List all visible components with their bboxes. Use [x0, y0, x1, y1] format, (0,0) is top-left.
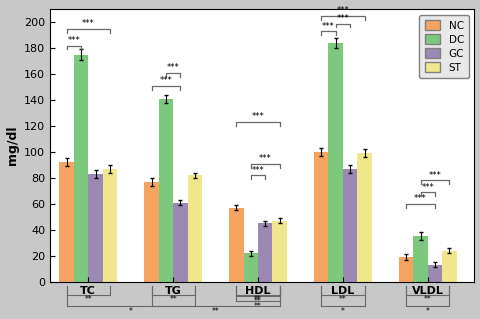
Bar: [229, 208, 243, 282]
Bar: [60, 162, 74, 282]
Text: ***: ***: [336, 14, 349, 23]
Bar: [399, 257, 413, 282]
Text: **: **: [84, 295, 92, 304]
Y-axis label: mg/dl: mg/dl: [6, 126, 19, 165]
Bar: [188, 175, 202, 282]
Text: *: *: [129, 307, 132, 316]
Text: ***: ***: [68, 36, 80, 45]
Bar: [173, 203, 188, 282]
Text: ***: ***: [414, 194, 427, 203]
Text: **: **: [339, 295, 347, 304]
Text: **: **: [254, 302, 262, 311]
Text: **: **: [169, 295, 177, 304]
Text: ***: ***: [252, 166, 264, 174]
Text: **: **: [212, 307, 219, 316]
Bar: [442, 250, 456, 282]
Bar: [328, 43, 343, 282]
Text: **: **: [254, 297, 262, 306]
Text: ***: ***: [82, 19, 95, 28]
Legend: NC, DC, GC, ST: NC, DC, GC, ST: [420, 14, 469, 78]
Text: ***: ***: [259, 154, 272, 163]
Bar: [428, 265, 442, 282]
Text: *: *: [426, 307, 430, 316]
Bar: [357, 153, 372, 282]
Bar: [88, 174, 103, 282]
Bar: [258, 223, 273, 282]
Bar: [74, 55, 88, 282]
Bar: [273, 221, 287, 282]
Text: *: *: [341, 307, 345, 316]
Text: ***: ***: [336, 6, 349, 15]
Text: ***: ***: [159, 76, 172, 85]
Bar: [159, 99, 173, 282]
Bar: [103, 169, 117, 282]
Text: ***: ***: [252, 113, 264, 122]
Text: ***: ***: [322, 22, 335, 31]
Text: **: **: [254, 295, 262, 304]
Text: ***: ***: [167, 63, 180, 72]
Bar: [243, 253, 258, 282]
Text: ***: ***: [429, 171, 441, 180]
Bar: [413, 236, 428, 282]
Bar: [144, 182, 159, 282]
Text: ***: ***: [421, 182, 434, 191]
Bar: [314, 152, 328, 282]
Bar: [343, 169, 357, 282]
Text: **: **: [424, 295, 432, 304]
